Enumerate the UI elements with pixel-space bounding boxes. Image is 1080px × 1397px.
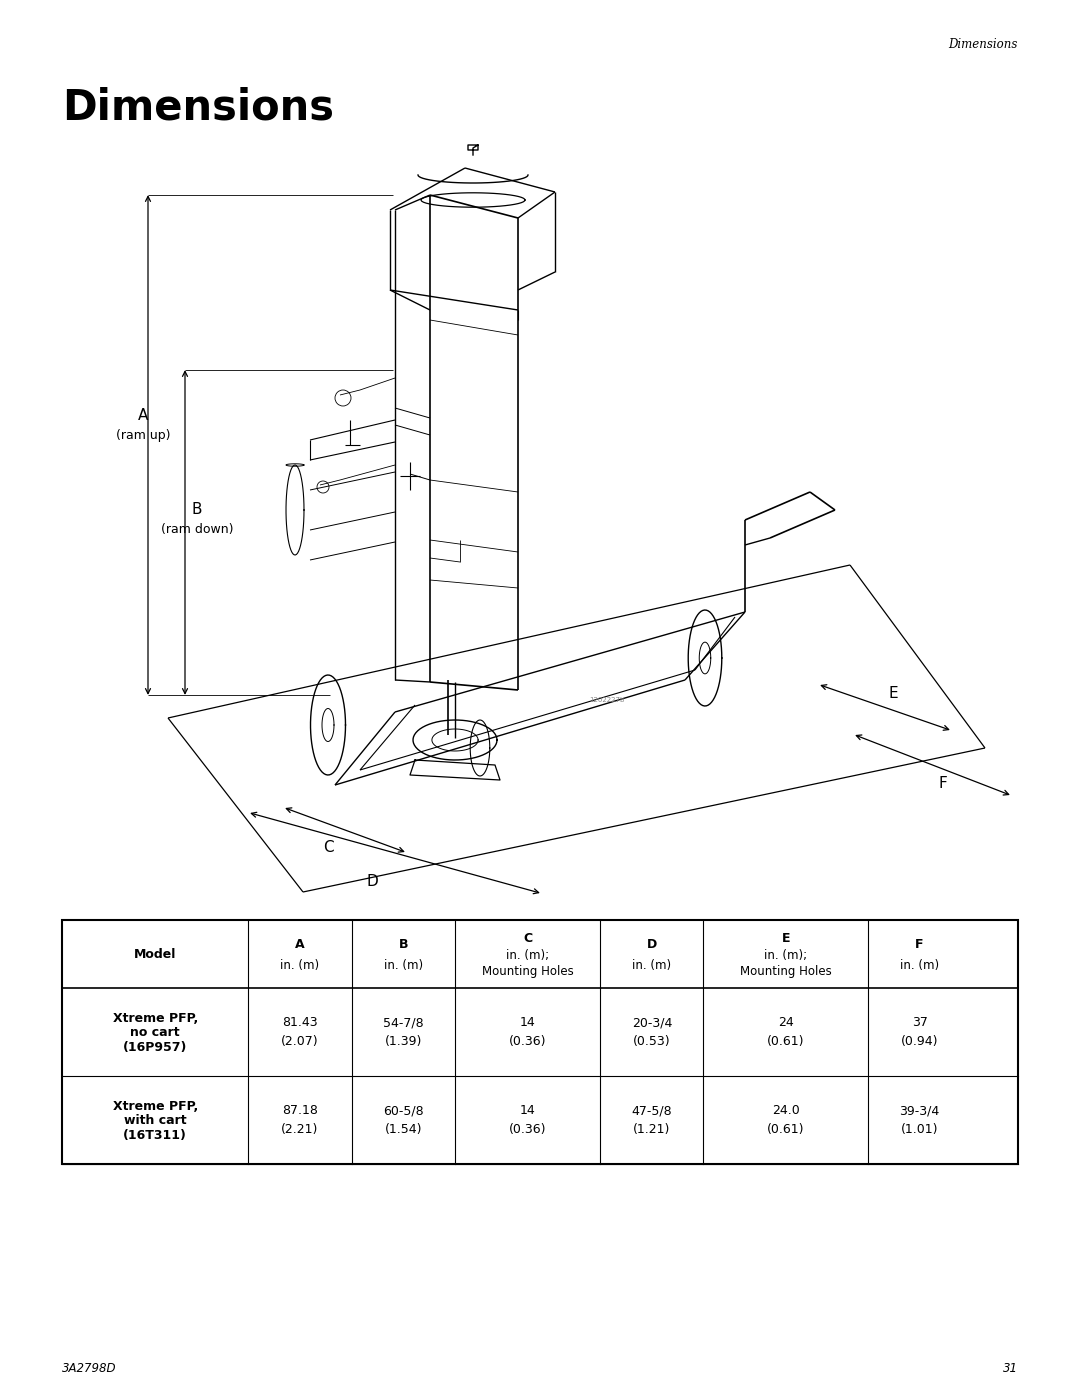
Text: (2.07): (2.07)	[281, 1035, 319, 1049]
Text: 54-7/8: 54-7/8	[383, 1017, 423, 1030]
Text: (0.53): (0.53)	[633, 1035, 671, 1049]
Text: 31: 31	[1003, 1362, 1018, 1375]
Text: no cart: no cart	[131, 1027, 180, 1039]
Text: 20-3/4: 20-3/4	[632, 1017, 672, 1030]
Text: A: A	[295, 939, 305, 951]
Text: (1.21): (1.21)	[633, 1123, 671, 1137]
Text: C: C	[323, 841, 334, 855]
Text: Xtreme PFP,: Xtreme PFP,	[112, 1011, 198, 1024]
Text: (ram down): (ram down)	[161, 524, 233, 536]
Text: Dimensions: Dimensions	[948, 39, 1018, 52]
Text: F: F	[915, 939, 923, 951]
Text: in. (m): in. (m)	[900, 958, 940, 971]
Text: 1202227b: 1202227b	[590, 697, 624, 703]
Text: B: B	[399, 939, 408, 951]
Text: Xtreme PFP,: Xtreme PFP,	[112, 1099, 198, 1112]
Text: (0.61): (0.61)	[767, 1123, 805, 1137]
Text: 14: 14	[519, 1105, 536, 1118]
Text: (0.36): (0.36)	[509, 1123, 546, 1137]
Text: Mounting Holes: Mounting Holes	[740, 964, 832, 978]
Text: with cart: with cart	[124, 1115, 187, 1127]
Text: B: B	[192, 503, 202, 517]
Text: in. (m): in. (m)	[281, 958, 320, 971]
Text: 37: 37	[912, 1017, 928, 1030]
Text: 24: 24	[778, 1017, 794, 1030]
Text: 24.0: 24.0	[772, 1105, 799, 1118]
Text: 87.18: 87.18	[282, 1105, 318, 1118]
Bar	[62, 921, 1018, 1164]
Text: in. (m);: in. (m);	[507, 950, 549, 963]
Text: 47-5/8: 47-5/8	[632, 1105, 672, 1118]
Text: (ram up): (ram up)	[116, 429, 171, 441]
Text: (0.61): (0.61)	[767, 1035, 805, 1049]
Text: in. (m);: in. (m);	[765, 950, 807, 963]
Text: Model: Model	[134, 947, 176, 961]
Text: 14: 14	[519, 1017, 536, 1030]
Text: (1.54): (1.54)	[384, 1123, 422, 1137]
Text: 39-3/4: 39-3/4	[900, 1105, 940, 1118]
Text: D: D	[647, 939, 657, 951]
Text: A: A	[138, 408, 148, 422]
Text: Mounting Holes: Mounting Holes	[482, 964, 573, 978]
Text: C: C	[523, 932, 532, 944]
Text: (0.94): (0.94)	[901, 1035, 939, 1049]
Text: E: E	[782, 932, 789, 944]
Text: F: F	[939, 775, 947, 791]
Text: Dimensions: Dimensions	[62, 87, 334, 129]
Text: (0.36): (0.36)	[509, 1035, 546, 1049]
Text: (16T311): (16T311)	[123, 1130, 187, 1143]
Text: E: E	[888, 686, 897, 700]
Text: (2.21): (2.21)	[282, 1123, 319, 1137]
Text: in. (m): in. (m)	[383, 958, 423, 971]
Text: 81.43: 81.43	[282, 1017, 318, 1030]
Text: D: D	[366, 875, 378, 890]
Text: (1.39): (1.39)	[384, 1035, 422, 1049]
Text: (1.01): (1.01)	[901, 1123, 939, 1137]
Text: (16P957): (16P957)	[123, 1042, 188, 1055]
Text: in. (m): in. (m)	[632, 958, 672, 971]
Text: 3A2798D: 3A2798D	[62, 1362, 117, 1375]
Text: 60-5/8: 60-5/8	[383, 1105, 423, 1118]
